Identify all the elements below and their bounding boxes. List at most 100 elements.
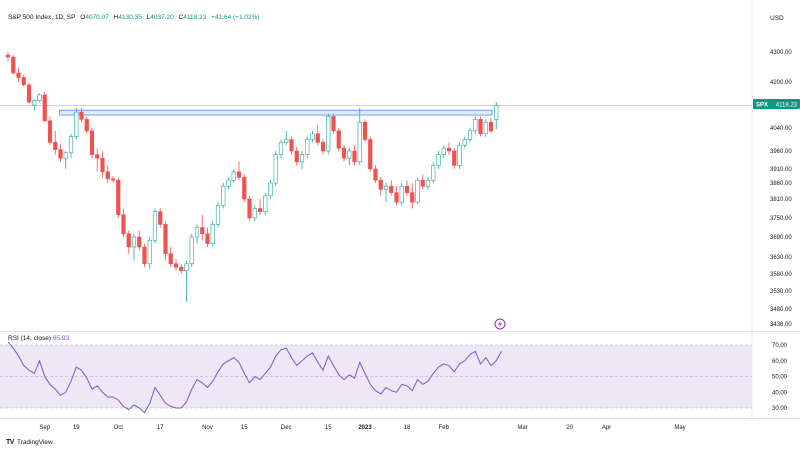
candle-body (278, 142, 284, 155)
candlestick-series[interactable] (5, 52, 499, 302)
candle (305, 136, 310, 159)
symbol-legend[interactable]: S&P 500 Index, 1D, SP O4070.07 H4130.35 … (8, 14, 263, 21)
candle-body (58, 149, 63, 159)
candle (63, 151, 68, 169)
rsi-title[interactable]: RSI (14, close) (8, 335, 51, 342)
candle-body (483, 121, 488, 135)
candle-body (294, 150, 299, 163)
symbol-title[interactable]: S&P 500 Index, 1D, SP (8, 14, 76, 21)
candle (415, 177, 420, 204)
candle-body (5, 54, 11, 58)
candle (383, 183, 389, 203)
price-axis-tick: 3910.00 (770, 167, 792, 173)
candle (200, 214, 205, 241)
candle-body (63, 152, 68, 159)
candle (221, 183, 226, 209)
candle (74, 107, 79, 140)
candle (268, 180, 273, 199)
candle-body (347, 150, 352, 159)
candle (315, 125, 320, 146)
candle-body (26, 84, 32, 103)
time-axis-tick: Nov (202, 425, 213, 431)
candle (357, 107, 362, 166)
rsi-axis-tick: 50.00 (772, 375, 788, 381)
ohlc-low: L4037.20 (146, 14, 174, 21)
price-axis-tick: 3960.00 (770, 149, 792, 155)
candle-body (420, 179, 425, 187)
candle-body (410, 192, 415, 203)
tradingview-branding[interactable]: TV TradingView (6, 439, 53, 446)
candle (37, 93, 42, 103)
time-axis-tick: 18 (404, 425, 411, 431)
rsi-axis[interactable]: 70.00 60.00 50.00 40.00 30.00 (772, 343, 788, 412)
price-axis-tick: 3630.00 (770, 255, 792, 261)
candle-body (152, 211, 158, 241)
rsi-axis-tick: 60.00 (772, 359, 788, 365)
candle (273, 151, 278, 187)
candle (299, 151, 305, 169)
currency-label[interactable]: USD (770, 15, 784, 22)
candle (420, 174, 425, 190)
candle-body (32, 100, 37, 106)
candle-body (47, 120, 53, 143)
candle (110, 176, 116, 183)
candle (95, 148, 100, 172)
candle (53, 130, 58, 155)
candle (341, 145, 347, 162)
candle-body (131, 236, 137, 248)
candle-body (100, 157, 105, 173)
candle (126, 230, 131, 254)
candle-body (236, 171, 242, 178)
candle (446, 142, 452, 155)
candle-body (173, 263, 179, 268)
price-axis-tick: 4300.00 (770, 50, 792, 56)
brand-name: TradingView (16, 439, 53, 446)
candle (16, 67, 21, 82)
candle-body (441, 147, 446, 155)
candle (399, 183, 404, 206)
candle-body (168, 253, 173, 265)
candle-body (436, 154, 441, 166)
candle (284, 130, 289, 146)
candle (368, 136, 373, 172)
candle-body (331, 116, 336, 132)
price-change: +41.64 (+1.02%) (211, 14, 260, 21)
rsi-line[interactable] (7, 341, 502, 414)
candle (257, 199, 263, 215)
candle-body (147, 240, 152, 265)
candle (394, 186, 399, 206)
candle-body (462, 139, 467, 146)
candle (105, 165, 110, 183)
candle (68, 133, 74, 159)
lightning-marker-icon[interactable] (494, 318, 506, 330)
candle-body (373, 168, 378, 181)
candle-body (11, 56, 16, 74)
rsi-axis-tick: 70.00 (772, 343, 788, 349)
candle-body (320, 142, 326, 152)
price-axis[interactable]: 4300.00 4200.00 4040.00 3960.00 3910.00 3860.… (770, 50, 792, 328)
time-axis-tick: 20 (566, 425, 573, 431)
candle (147, 237, 152, 269)
time-axis[interactable]: Sep 19 Oct 17 Nov 15 Dec 15 2023 18 Feb Mar 20 Apr May (39, 425, 685, 431)
candle (289, 136, 294, 155)
candle-body (284, 139, 289, 143)
candle (116, 177, 121, 218)
candle (137, 230, 142, 251)
candle-body (305, 139, 310, 155)
candle (189, 233, 194, 268)
candle (121, 208, 126, 237)
candle (294, 146, 299, 166)
candle (210, 221, 215, 247)
resistance-zone-rectangle[interactable] (59, 109, 493, 116)
candle-body (247, 198, 252, 219)
candle-body (158, 211, 163, 225)
candle-body (89, 130, 95, 155)
rsi-legend[interactable]: RSI (14, close) 65.93 (8, 335, 69, 342)
candle (389, 180, 394, 196)
candle (457, 142, 462, 169)
candle (26, 82, 32, 104)
candle-body (215, 205, 221, 225)
ohlc-open: O4070.07 (80, 14, 109, 21)
